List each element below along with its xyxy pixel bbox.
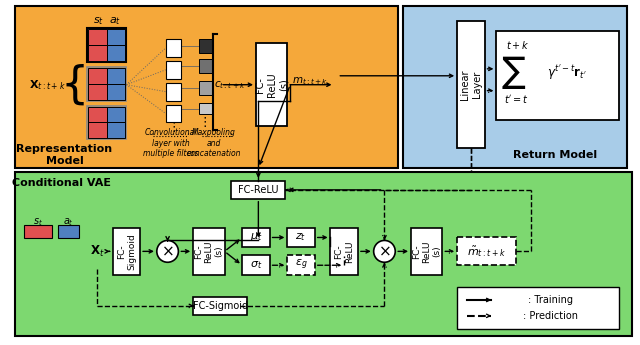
FancyBboxPatch shape [107, 122, 125, 138]
FancyBboxPatch shape [497, 31, 619, 120]
Text: FC-
ReLU
(s): FC- ReLU (s) [255, 72, 288, 97]
FancyBboxPatch shape [287, 228, 315, 247]
FancyBboxPatch shape [107, 29, 125, 45]
FancyBboxPatch shape [199, 102, 212, 115]
Text: FC-ReLU: FC-ReLU [238, 185, 278, 195]
Text: Representation
Model: Representation Model [17, 144, 113, 166]
FancyBboxPatch shape [403, 6, 627, 168]
Text: FC-
ReLU
(s): FC- ReLU (s) [412, 240, 442, 263]
Text: $\mu_t$: $\mu_t$ [250, 231, 262, 244]
Text: : Prediction: : Prediction [523, 311, 578, 321]
FancyBboxPatch shape [107, 84, 125, 100]
Text: FC-
ReLU: FC- ReLU [335, 240, 354, 263]
Text: FC-
ReLU
(s): FC- ReLU (s) [194, 240, 224, 263]
FancyBboxPatch shape [107, 68, 125, 84]
FancyBboxPatch shape [58, 225, 79, 238]
Circle shape [374, 240, 396, 262]
FancyBboxPatch shape [166, 105, 181, 122]
FancyBboxPatch shape [166, 83, 181, 101]
FancyBboxPatch shape [166, 61, 181, 79]
FancyBboxPatch shape [15, 172, 632, 336]
Text: {: { [60, 63, 88, 106]
FancyBboxPatch shape [88, 84, 107, 100]
Text: $\epsilon_g$: $\epsilon_g$ [295, 258, 307, 273]
Text: FC-
Sigmoid: FC- Sigmoid [116, 233, 136, 270]
FancyBboxPatch shape [88, 45, 107, 61]
FancyBboxPatch shape [107, 107, 125, 122]
FancyBboxPatch shape [87, 106, 126, 139]
Text: $\mathbf{X}_t$: $\mathbf{X}_t$ [90, 244, 104, 259]
FancyBboxPatch shape [330, 228, 358, 275]
FancyBboxPatch shape [88, 68, 107, 84]
Text: $m_{t:t+k}$: $m_{t:t+k}$ [292, 75, 328, 87]
FancyBboxPatch shape [232, 181, 285, 199]
FancyBboxPatch shape [166, 39, 181, 57]
FancyBboxPatch shape [199, 81, 212, 95]
FancyBboxPatch shape [24, 225, 52, 238]
Text: $a_t$: $a_t$ [63, 216, 74, 227]
FancyBboxPatch shape [199, 39, 212, 53]
FancyBboxPatch shape [88, 107, 107, 122]
Text: $z_t$: $z_t$ [296, 231, 307, 243]
FancyBboxPatch shape [193, 228, 225, 275]
Text: $\tilde{m}_{t:t+k}$: $\tilde{m}_{t:t+k}$ [467, 244, 506, 259]
FancyBboxPatch shape [199, 59, 212, 73]
FancyBboxPatch shape [15, 6, 398, 168]
FancyBboxPatch shape [87, 28, 126, 62]
FancyBboxPatch shape [457, 21, 484, 148]
FancyBboxPatch shape [88, 122, 107, 138]
Text: $\sigma_t$: $\sigma_t$ [250, 259, 262, 271]
FancyBboxPatch shape [256, 43, 287, 126]
FancyBboxPatch shape [457, 287, 619, 329]
Text: Linear
Layer: Linear Layer [460, 69, 482, 100]
Text: $\gamma^{t'-t}\mathbf{r}_{t'}$: $\gamma^{t'-t}\mathbf{r}_{t'}$ [547, 63, 587, 82]
FancyBboxPatch shape [107, 45, 125, 61]
FancyBboxPatch shape [411, 228, 442, 275]
FancyBboxPatch shape [242, 255, 269, 275]
Text: Convolutional
layer with
multiple filters: Convolutional layer with multiple filter… [143, 128, 198, 158]
Circle shape [157, 240, 179, 262]
Text: ⋮: ⋮ [198, 116, 211, 129]
Text: $\mathbf{X}_{t:t+k}$: $\mathbf{X}_{t:t+k}$ [29, 78, 67, 92]
FancyBboxPatch shape [88, 29, 107, 45]
Text: FC-Sigmoid: FC-Sigmoid [193, 301, 248, 311]
FancyBboxPatch shape [193, 297, 247, 315]
Text: $s_t$: $s_t$ [93, 15, 104, 27]
FancyBboxPatch shape [113, 228, 140, 275]
Text: $\times$: $\times$ [161, 244, 174, 259]
Text: $\sum$: $\sum$ [501, 54, 527, 91]
Text: Maxpooling
and
concatenation: Maxpooling and concatenation [186, 128, 241, 158]
Text: $t+k$: $t+k$ [506, 39, 530, 51]
Text: $\times$: $\times$ [378, 244, 391, 259]
Text: $a_t$: $a_t$ [109, 15, 122, 27]
FancyBboxPatch shape [287, 255, 315, 275]
FancyBboxPatch shape [457, 237, 516, 265]
Text: Conditional VAE: Conditional VAE [12, 178, 111, 188]
Text: ⋮: ⋮ [167, 121, 180, 134]
FancyBboxPatch shape [87, 67, 126, 101]
Text: $s_t$: $s_t$ [33, 216, 43, 227]
Text: Return Model: Return Model [513, 150, 597, 160]
Text: $c_{t:t+k}$: $c_{t:t+k}$ [214, 79, 246, 91]
FancyBboxPatch shape [242, 228, 269, 247]
Text: : Training: : Training [528, 295, 573, 305]
Text: $t'=t$: $t'=t$ [504, 92, 529, 105]
